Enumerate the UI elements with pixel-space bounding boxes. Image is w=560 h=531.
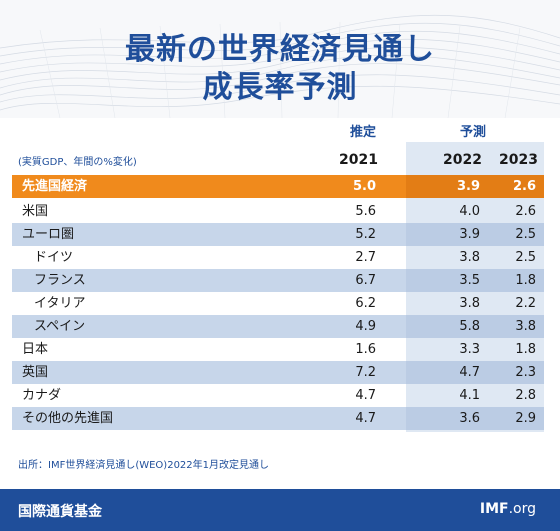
value-2022: 3.8 xyxy=(459,250,480,265)
value-2022: 4.0 xyxy=(459,204,480,219)
value-2023: 1.8 xyxy=(515,273,536,288)
value-2023: 2.6 xyxy=(515,204,536,219)
wave-pattern-decoration xyxy=(0,14,560,118)
value-2022: 3.3 xyxy=(459,342,480,357)
table-row: スペイン 4.9 5.8 3.8 xyxy=(12,315,544,338)
table-row: 英国 7.2 4.7 2.3 xyxy=(12,361,544,384)
value-2022: 3.6 xyxy=(459,411,480,426)
table-row: イタリア 6.2 3.8 2.2 xyxy=(12,292,544,315)
row-label: 日本 xyxy=(22,342,49,357)
value-2021: 5.6 xyxy=(355,204,376,219)
value-2023: 2.9 xyxy=(515,411,536,426)
table-row: 日本 1.6 3.3 1.8 xyxy=(12,338,544,361)
table-row: フランス 6.7 3.5 1.8 xyxy=(12,269,544,292)
forecast-header: 予測 xyxy=(460,125,487,140)
value-2023: 2.3 xyxy=(515,365,536,380)
row-label: 英国 xyxy=(22,365,49,380)
year-header-2023: 2023 xyxy=(499,152,538,168)
value-2021: 4.9 xyxy=(355,319,376,334)
value-2022: 5.8 xyxy=(459,319,480,334)
row-label: 米国 xyxy=(22,204,49,219)
value-2021: 2.7 xyxy=(355,250,376,265)
year-header-2021: 2021 xyxy=(339,152,378,168)
organization-name: 国際通貨基金 xyxy=(18,504,102,520)
row-label: フランス xyxy=(34,273,86,288)
value-2022: 3.5 xyxy=(459,273,480,288)
value-2023: 2.5 xyxy=(515,250,536,265)
value-2023: 2.6 xyxy=(512,179,536,194)
row-label: ドイツ xyxy=(34,250,74,265)
table-row: 米国 5.6 4.0 2.6 xyxy=(12,200,544,223)
website-link[interactable]: IMF.org xyxy=(480,501,536,517)
row-label: イタリア xyxy=(34,296,86,311)
row-label: ユーロ圏 xyxy=(22,227,75,242)
table-row: カナダ 4.7 4.1 2.8 xyxy=(12,384,544,407)
site-bold: IMF xyxy=(479,501,509,517)
table-row: ユーロ圏 5.2 3.9 2.5 xyxy=(12,223,544,246)
value-2023: 2.2 xyxy=(515,296,536,311)
value-2021: 4.7 xyxy=(355,411,376,426)
value-2022: 4.1 xyxy=(459,388,480,403)
value-2021: 5.2 xyxy=(355,227,376,242)
source-note: 出所：IMF世界経済見通し(WEO)2022年1月改定見通し xyxy=(18,460,270,471)
value-2021: 4.7 xyxy=(355,388,376,403)
value-2023: 2.5 xyxy=(515,227,536,242)
value-2021: 6.7 xyxy=(355,273,376,288)
page-title-line1: 最新の世界経済見通し xyxy=(125,32,435,67)
value-2022: 3.9 xyxy=(459,227,480,242)
value-2022: 3.9 xyxy=(456,179,480,194)
footer-bar: 国際通貨基金 IMF.org xyxy=(0,489,560,531)
value-2021: 6.2 xyxy=(355,296,376,311)
page-title-line2: 成長率予測 xyxy=(202,70,358,105)
header-banner: 最新の世界経済見通し 成長率予測 xyxy=(0,0,560,118)
estimate-header: 推定 xyxy=(350,125,377,140)
year-header-2022: 2022 xyxy=(443,152,482,168)
value-2023: 1.8 xyxy=(515,342,536,357)
table-row: その他の先進国 4.7 3.6 2.9 xyxy=(12,407,544,430)
table-row-advanced-economies: 先進国経済 5.0 3.9 2.6 xyxy=(12,175,544,198)
value-2021: 5.0 xyxy=(352,179,376,194)
value-2023: 3.8 xyxy=(515,319,536,334)
table-row: ドイツ 2.7 3.8 2.5 xyxy=(12,246,544,269)
value-2021: 1.6 xyxy=(355,342,376,357)
value-2021: 7.2 xyxy=(355,365,376,380)
unit-note: (実質GDP、年間の%変化) xyxy=(18,157,137,168)
row-label: カナダ xyxy=(22,388,62,403)
site-suffix: .org xyxy=(508,501,536,517)
value-2022: 3.8 xyxy=(459,296,480,311)
row-label: その他の先進国 xyxy=(22,411,114,426)
row-label: 先進国経済 xyxy=(22,179,88,194)
row-label: スペイン xyxy=(34,319,86,334)
value-2023: 2.8 xyxy=(515,388,536,403)
value-2022: 4.7 xyxy=(459,365,480,380)
